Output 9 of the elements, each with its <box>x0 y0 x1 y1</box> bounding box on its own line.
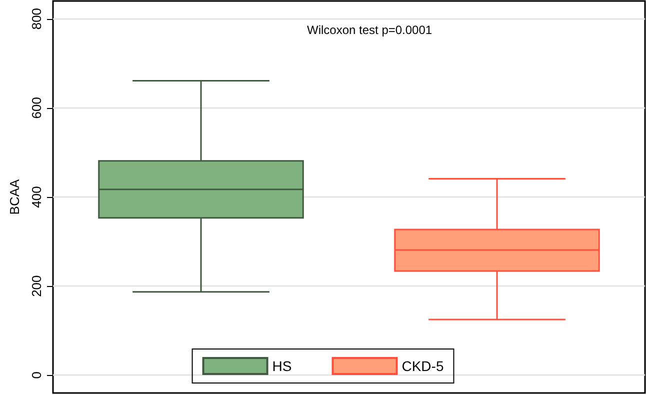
y-axis-title: BCAA <box>7 178 22 215</box>
y-tick-label: 200 <box>29 275 44 297</box>
y-tick-label: 600 <box>29 97 44 119</box>
annotation: Wilcoxon test p=0.0001 <box>307 23 432 37</box>
y-tick-label: 800 <box>29 8 44 30</box>
y-tick-label: 0 <box>29 372 44 379</box>
legend-label: HS <box>272 358 292 374</box>
y-tick-label: 400 <box>29 186 44 208</box>
legend-label: CKD-5 <box>402 358 444 374</box>
